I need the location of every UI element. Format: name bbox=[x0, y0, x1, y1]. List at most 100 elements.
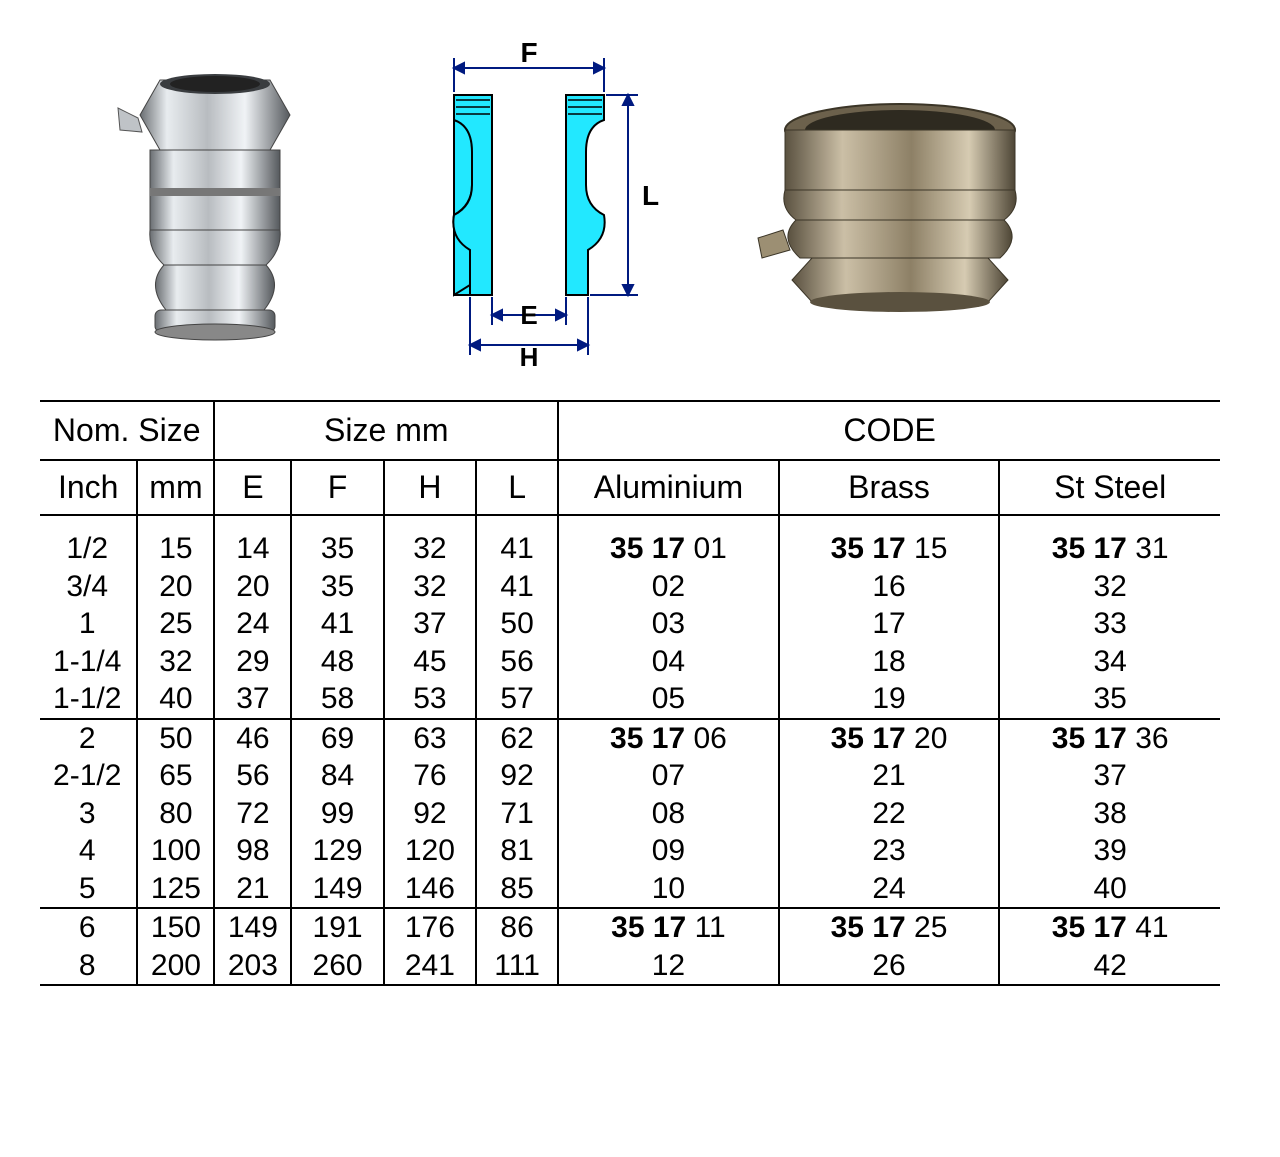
cell-code-brass: 23 bbox=[779, 832, 1000, 870]
cell-e: 29 bbox=[214, 643, 291, 681]
cell-h: 146 bbox=[384, 870, 476, 909]
cell-h: 37 bbox=[384, 605, 476, 643]
cell-e: 24 bbox=[214, 605, 291, 643]
cell-code-brass: 24 bbox=[779, 870, 1000, 909]
cell-l: 50 bbox=[476, 605, 558, 643]
cell-h: 32 bbox=[384, 568, 476, 606]
cell-f: 35 bbox=[291, 515, 383, 568]
table-body: 1/2151435324135 17 0135 17 1535 17 313/4… bbox=[40, 515, 1220, 985]
table-row: 2504669636235 17 0635 17 2035 17 36 bbox=[40, 719, 1220, 758]
cell-h: 176 bbox=[384, 908, 476, 947]
cell-f: 69 bbox=[291, 719, 383, 758]
cell-mm: 40 bbox=[137, 680, 214, 719]
cell-h: 63 bbox=[384, 719, 476, 758]
cell-f: 48 bbox=[291, 643, 383, 681]
table-row: 1-1/43229484556041834 bbox=[40, 643, 1220, 681]
cell-h: 120 bbox=[384, 832, 476, 870]
cell-h: 241 bbox=[384, 947, 476, 986]
cell-code-ststeel: 35 17 41 bbox=[999, 908, 1220, 947]
cell-code-brass: 18 bbox=[779, 643, 1000, 681]
cell-inch: 1/2 bbox=[40, 515, 137, 568]
cell-e: 14 bbox=[214, 515, 291, 568]
header-st-steel: St Steel bbox=[999, 460, 1220, 515]
cell-code-aluminium: 05 bbox=[558, 680, 779, 719]
header-size-mm: Size mm bbox=[214, 401, 558, 460]
cell-mm: 50 bbox=[137, 719, 214, 758]
cell-l: 92 bbox=[476, 757, 558, 795]
cell-l: 81 bbox=[476, 832, 558, 870]
cell-mm: 100 bbox=[137, 832, 214, 870]
diagram-label-e: E bbox=[520, 300, 537, 330]
cell-f: 129 bbox=[291, 832, 383, 870]
cell-l: 86 bbox=[476, 908, 558, 947]
cell-inch: 1-1/4 bbox=[40, 643, 137, 681]
cell-f: 84 bbox=[291, 757, 383, 795]
diagram-label-l: L bbox=[642, 180, 659, 211]
cell-f: 260 bbox=[291, 947, 383, 986]
header-mm: mm bbox=[137, 460, 214, 515]
cell-code-brass: 21 bbox=[779, 757, 1000, 795]
cell-h: 92 bbox=[384, 795, 476, 833]
header-brass: Brass bbox=[779, 460, 1000, 515]
cell-code-brass: 19 bbox=[779, 680, 1000, 719]
cell-mm: 20 bbox=[137, 568, 214, 606]
cell-code-aluminium: 09 bbox=[558, 832, 779, 870]
cell-e: 37 bbox=[214, 680, 291, 719]
cell-e: 21 bbox=[214, 870, 291, 909]
cell-code-aluminium: 35 17 11 bbox=[558, 908, 779, 947]
cell-mm: 32 bbox=[137, 643, 214, 681]
table-row: 8200203260241111122642 bbox=[40, 947, 1220, 986]
header-h: H bbox=[384, 460, 476, 515]
cell-h: 53 bbox=[384, 680, 476, 719]
cell-code-aluminium: 02 bbox=[558, 568, 779, 606]
cell-h: 76 bbox=[384, 757, 476, 795]
cell-l: 71 bbox=[476, 795, 558, 833]
cell-code-brass: 35 17 25 bbox=[779, 908, 1000, 947]
table-header: Nom. Size Size mm CODE Inch mm E F H L A… bbox=[40, 401, 1220, 515]
cell-mm: 80 bbox=[137, 795, 214, 833]
cell-mm: 150 bbox=[137, 908, 214, 947]
cell-f: 191 bbox=[291, 908, 383, 947]
cell-code-ststeel: 32 bbox=[999, 568, 1220, 606]
cell-code-aluminium: 08 bbox=[558, 795, 779, 833]
cell-mm: 125 bbox=[137, 870, 214, 909]
table-row: 2-1/26556847692072137 bbox=[40, 757, 1220, 795]
cell-code-ststeel: 35 bbox=[999, 680, 1220, 719]
cell-l: 41 bbox=[476, 568, 558, 606]
cell-code-aluminium: 35 17 01 bbox=[558, 515, 779, 568]
header-code: CODE bbox=[558, 401, 1220, 460]
cell-l: 56 bbox=[476, 643, 558, 681]
cell-e: 46 bbox=[214, 719, 291, 758]
cell-inch: 1 bbox=[40, 605, 137, 643]
cell-l: 85 bbox=[476, 870, 558, 909]
table-row: 38072999271082238 bbox=[40, 795, 1220, 833]
cell-e: 56 bbox=[214, 757, 291, 795]
cell-code-brass: 16 bbox=[779, 568, 1000, 606]
cell-mm: 15 bbox=[137, 515, 214, 568]
cell-code-ststeel: 35 17 36 bbox=[999, 719, 1220, 758]
cell-e: 149 bbox=[214, 908, 291, 947]
product-image-left bbox=[100, 60, 320, 350]
cell-inch: 6 bbox=[40, 908, 137, 947]
cell-h: 45 bbox=[384, 643, 476, 681]
cell-f: 35 bbox=[291, 568, 383, 606]
cell-code-ststeel: 42 bbox=[999, 947, 1220, 986]
cell-inch: 1-1/2 bbox=[40, 680, 137, 719]
header-aluminium: Aluminium bbox=[558, 460, 779, 515]
cell-mm: 200 bbox=[137, 947, 214, 986]
header-l: L bbox=[476, 460, 558, 515]
spec-table: Nom. Size Size mm CODE Inch mm E F H L A… bbox=[40, 400, 1220, 986]
cell-inch: 2-1/2 bbox=[40, 757, 137, 795]
table-row: 1-1/24037585357051935 bbox=[40, 680, 1220, 719]
cell-f: 149 bbox=[291, 870, 383, 909]
cell-h: 32 bbox=[384, 515, 476, 568]
table-row: 3/42020353241021632 bbox=[40, 568, 1220, 606]
cell-code-aluminium: 12 bbox=[558, 947, 779, 986]
table-row: 61501491911768635 17 1135 17 2535 17 41 bbox=[40, 908, 1220, 947]
cell-code-brass: 22 bbox=[779, 795, 1000, 833]
cell-code-aluminium: 04 bbox=[558, 643, 779, 681]
diagram-label-f: F bbox=[520, 40, 537, 68]
cell-code-ststeel: 39 bbox=[999, 832, 1220, 870]
cell-l: 62 bbox=[476, 719, 558, 758]
cell-e: 20 bbox=[214, 568, 291, 606]
